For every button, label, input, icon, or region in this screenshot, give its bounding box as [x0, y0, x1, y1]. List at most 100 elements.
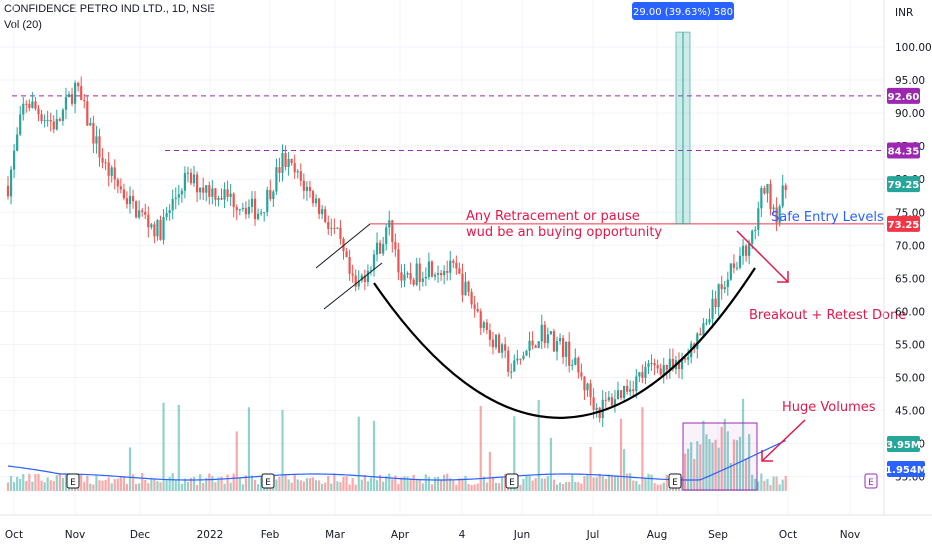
volume-bar [177, 404, 180, 491]
volume-bar [305, 478, 308, 491]
candle-body [247, 206, 251, 215]
volume-bar [687, 448, 690, 491]
volume-bar [610, 474, 613, 491]
candle-body [586, 383, 589, 391]
volume-bar [711, 442, 714, 491]
candle-body [86, 101, 89, 126]
volume-bar [741, 398, 745, 491]
volume-bar [122, 476, 125, 491]
y-tick-label: 55.00 [895, 339, 925, 351]
candle-body [162, 217, 165, 240]
candle-body [763, 188, 766, 194]
candle-body [467, 281, 470, 292]
volume-bar [665, 474, 668, 491]
volume-bar [409, 478, 412, 491]
volume-bar [607, 474, 610, 491]
candle-body [623, 385, 626, 399]
candle-body [366, 270, 369, 282]
candle-body [424, 276, 427, 279]
volume-bar [440, 480, 443, 491]
volume-bar [180, 483, 183, 491]
volume-bar [284, 474, 287, 491]
volume-bar [211, 476, 214, 491]
volume-bar [318, 480, 321, 491]
y-tick-label: 65.00 [895, 273, 925, 285]
volume-bar [385, 475, 388, 491]
volume-bar [202, 482, 205, 491]
volume-bar [293, 474, 296, 491]
volume-bar [501, 477, 504, 491]
candle-body [263, 212, 266, 214]
earnings-marker[interactable] [668, 473, 682, 489]
volume-indicator-label[interactable]: Vol (20) [4, 19, 42, 31]
candle-body [22, 103, 25, 115]
candle-body [275, 167, 278, 192]
volume-bar [342, 476, 345, 491]
volume-bar [339, 482, 342, 491]
volume-bar [46, 477, 49, 491]
volume-bar [558, 482, 562, 491]
volume-bar [116, 478, 119, 491]
x-tick-label: Oct [779, 529, 797, 541]
volume-bar [467, 484, 470, 491]
measure-label-text: 29.00 (39.63%) 580 [633, 7, 733, 18]
volume-bar [571, 473, 574, 491]
volume-bar [769, 484, 772, 491]
volume-bar [470, 484, 473, 491]
candle-body [415, 263, 418, 285]
candle-body [89, 123, 92, 126]
earnings-marker-text: E [509, 478, 515, 488]
y-tick-label: 60.00 [895, 306, 925, 318]
candle-body [473, 304, 476, 310]
volume-bar [592, 477, 595, 491]
volume-bar [125, 484, 129, 491]
candle-body [778, 206, 781, 223]
rising-channel [315, 223, 383, 310]
candle-body [6, 185, 10, 197]
earnings-marker[interactable] [261, 473, 275, 489]
annotation-retracement-line2: wud be an buying opportunity [466, 225, 662, 240]
volume-bar [714, 439, 717, 491]
candle-body [650, 363, 653, 365]
volume-bar [366, 481, 369, 491]
volume-bar [586, 474, 589, 491]
volume-bar [141, 473, 144, 491]
candle-body [238, 209, 241, 211]
volume-bar [494, 483, 498, 491]
candle-body [583, 376, 586, 391]
candle-body [67, 94, 71, 98]
last-price-tag [887, 176, 920, 193]
candle-body [403, 274, 406, 281]
volume-bar [37, 473, 40, 491]
candle-body [220, 197, 223, 200]
candle-body [504, 344, 507, 351]
candle-body [336, 227, 339, 229]
volume-bar [394, 475, 397, 491]
candle-body [748, 243, 751, 256]
candle-body [488, 330, 491, 340]
candle-body [684, 357, 687, 360]
candle-body [165, 213, 168, 218]
volume-bar [684, 453, 687, 491]
volume-bar [638, 484, 641, 491]
earnings-marker[interactable] [505, 473, 519, 489]
candle-body [287, 158, 290, 167]
x-tick-label: Nov [840, 529, 861, 541]
candle-body [677, 360, 681, 370]
candle-body [58, 119, 61, 121]
earnings-marker[interactable] [66, 473, 80, 489]
volume-bar [153, 478, 156, 491]
volume-bar [22, 474, 25, 491]
candle-body [156, 219, 159, 237]
volume-bar [186, 481, 190, 491]
candle-body [272, 191, 275, 200]
earnings-marker[interactable] [864, 473, 878, 489]
candle-body [461, 273, 464, 296]
candle-body [409, 272, 412, 280]
volume-bar [735, 440, 739, 491]
volume-bar [531, 480, 534, 491]
candle-body [266, 189, 269, 213]
volume-bar [613, 476, 617, 491]
volume-bar [260, 477, 263, 491]
